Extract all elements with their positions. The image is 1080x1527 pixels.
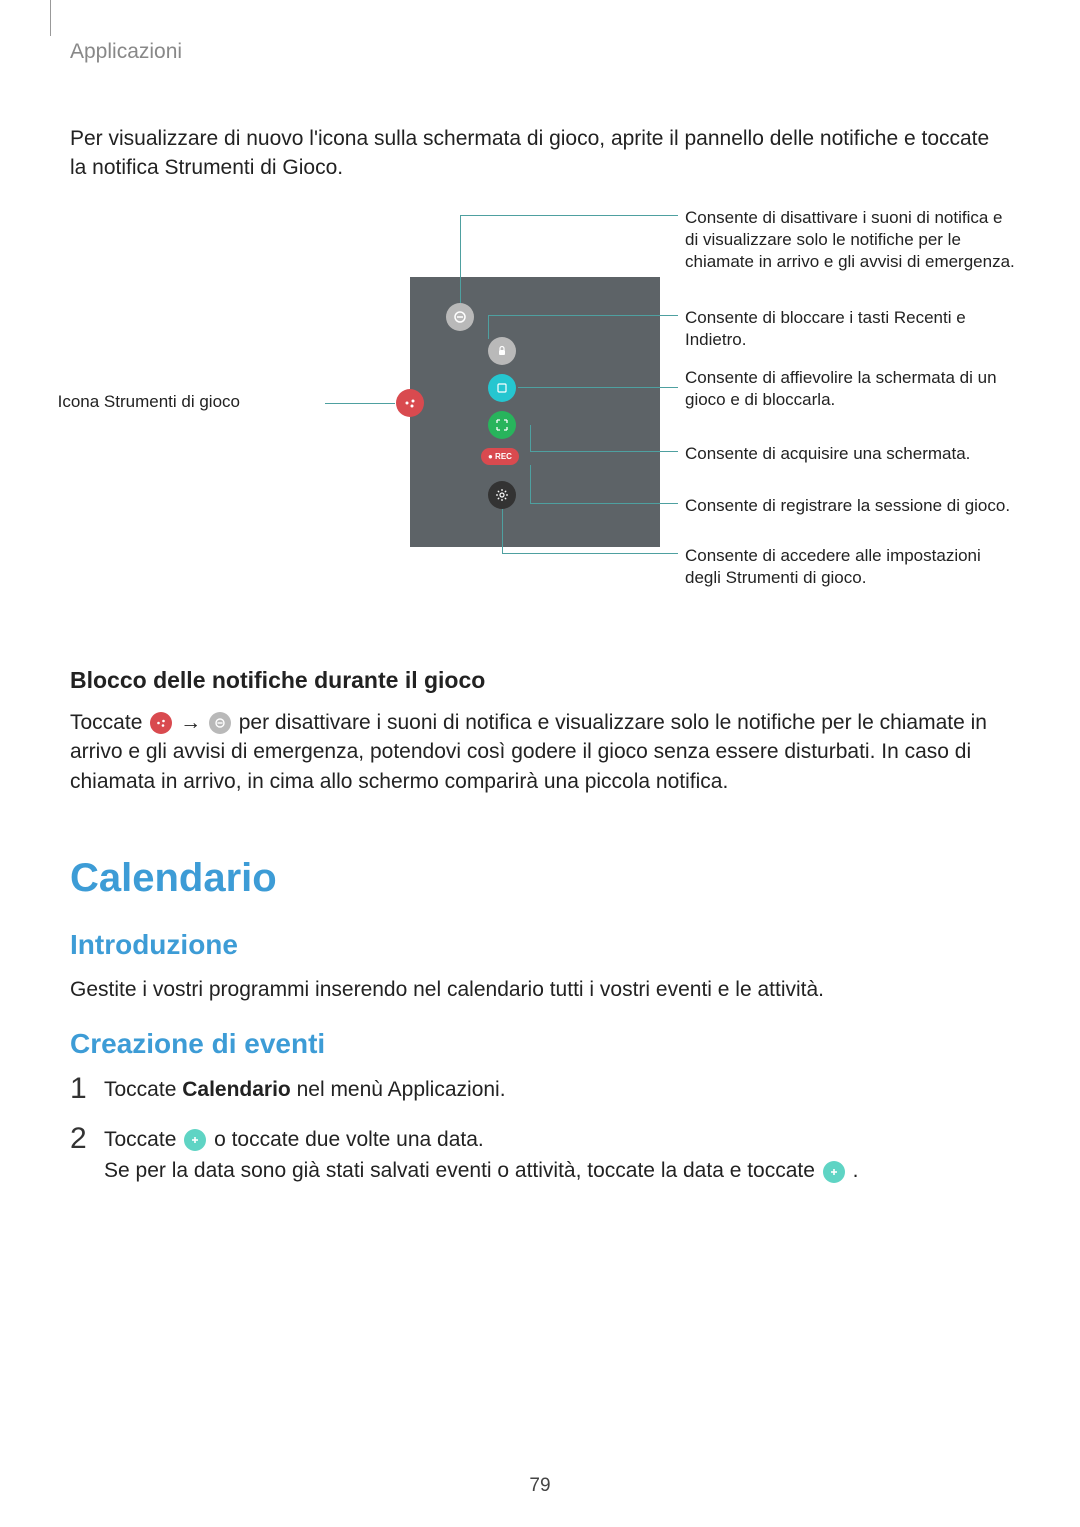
leader-line	[530, 451, 678, 452]
text-fragment: Se per la data sono già stati salvati ev…	[104, 1159, 821, 1182]
leader-line	[488, 315, 678, 316]
subheading-block-notifications: Blocco delle notifiche durante il gioco	[70, 667, 1010, 694]
record-icon: ● REC	[481, 448, 519, 465]
step-text: Toccate Calendario nel menù Applicazioni…	[104, 1074, 1010, 1106]
leader-line	[488, 315, 489, 339]
text-fragment: per disattivare i suoni di notifica e vi…	[70, 711, 987, 793]
tools-icon-inline	[150, 712, 172, 734]
add-icon-inline	[823, 1161, 845, 1183]
text-fragment: Toccate	[70, 711, 148, 734]
text-fragment: nel menù Applicazioni.	[291, 1078, 506, 1101]
leader-line	[460, 215, 461, 303]
callout-record: Consente di registrare la sessione di gi…	[685, 495, 1015, 517]
leader-line	[530, 465, 531, 503]
block-notifications-paragraph: Toccate → per disattivare i suoni di not…	[70, 708, 1010, 796]
callout-mute: Consente di disattivare i suoni di notif…	[685, 207, 1015, 273]
lock-icon	[488, 337, 516, 365]
leader-line	[530, 503, 678, 504]
numbered-steps: 1 Toccate Calendario nel menù Applicazio…	[70, 1074, 1010, 1187]
callout-screenshot: Consente di acquisire una schermata.	[685, 443, 1015, 465]
text-fragment: .	[853, 1159, 859, 1182]
leader-line	[502, 509, 503, 553]
callout-dim: Consente di affievolire la schermata di …	[685, 367, 1015, 411]
callout-tools: Icona Strumenti di gioco	[0, 391, 240, 413]
intro-text: Gestite i vostri programmi inserendo nel…	[70, 975, 1010, 1004]
text-fragment: Toccate	[104, 1078, 182, 1101]
step-2: 2 Toccate o toccate due volte una data. …	[70, 1124, 1010, 1187]
settings-icon	[488, 481, 516, 509]
leader-line	[325, 403, 395, 404]
leader-line	[530, 425, 531, 451]
leader-line	[518, 387, 678, 388]
step-text: Toccate o toccate due volte una data. Se…	[104, 1124, 1010, 1187]
dim-icon	[488, 374, 516, 402]
text-fragment: →	[180, 711, 207, 734]
step-1: 1 Toccate Calendario nel menù Applicazio…	[70, 1074, 1010, 1106]
step-number: 1	[70, 1074, 90, 1104]
leader-line	[502, 553, 678, 554]
section-title-calendario: Calendario	[70, 856, 1010, 901]
text-fragment: Toccate	[104, 1128, 182, 1151]
intro-paragraph: Per visualizzare di nuovo l'icona sulla …	[70, 124, 1010, 183]
breadcrumb: Applicazioni	[70, 40, 1010, 64]
add-icon-inline	[184, 1129, 206, 1151]
text-fragment: o toccate due volte una data.	[214, 1128, 484, 1151]
mute-icon-inline	[209, 712, 231, 734]
subsection-creazione-eventi: Creazione di eventi	[70, 1028, 1010, 1060]
bold-calendario: Calendario	[182, 1078, 291, 1101]
callout-settings: Consente di accedere alle impostazioni d…	[685, 545, 1015, 589]
callout-lock: Consente di bloccare i tasti Recenti e I…	[685, 307, 1015, 351]
page-number: 79	[0, 1475, 1080, 1497]
step-number: 2	[70, 1124, 90, 1154]
mute-icon	[446, 303, 474, 331]
game-tools-diagram: Icona Strumenti di gioco	[70, 207, 1010, 627]
tools-icon	[396, 389, 424, 417]
screenshot-icon	[488, 411, 516, 439]
subsection-introduzione: Introduzione	[70, 929, 1010, 961]
leader-line	[460, 215, 678, 216]
page-content: Applicazioni Per visualizzare di nuovo l…	[0, 0, 1080, 1245]
